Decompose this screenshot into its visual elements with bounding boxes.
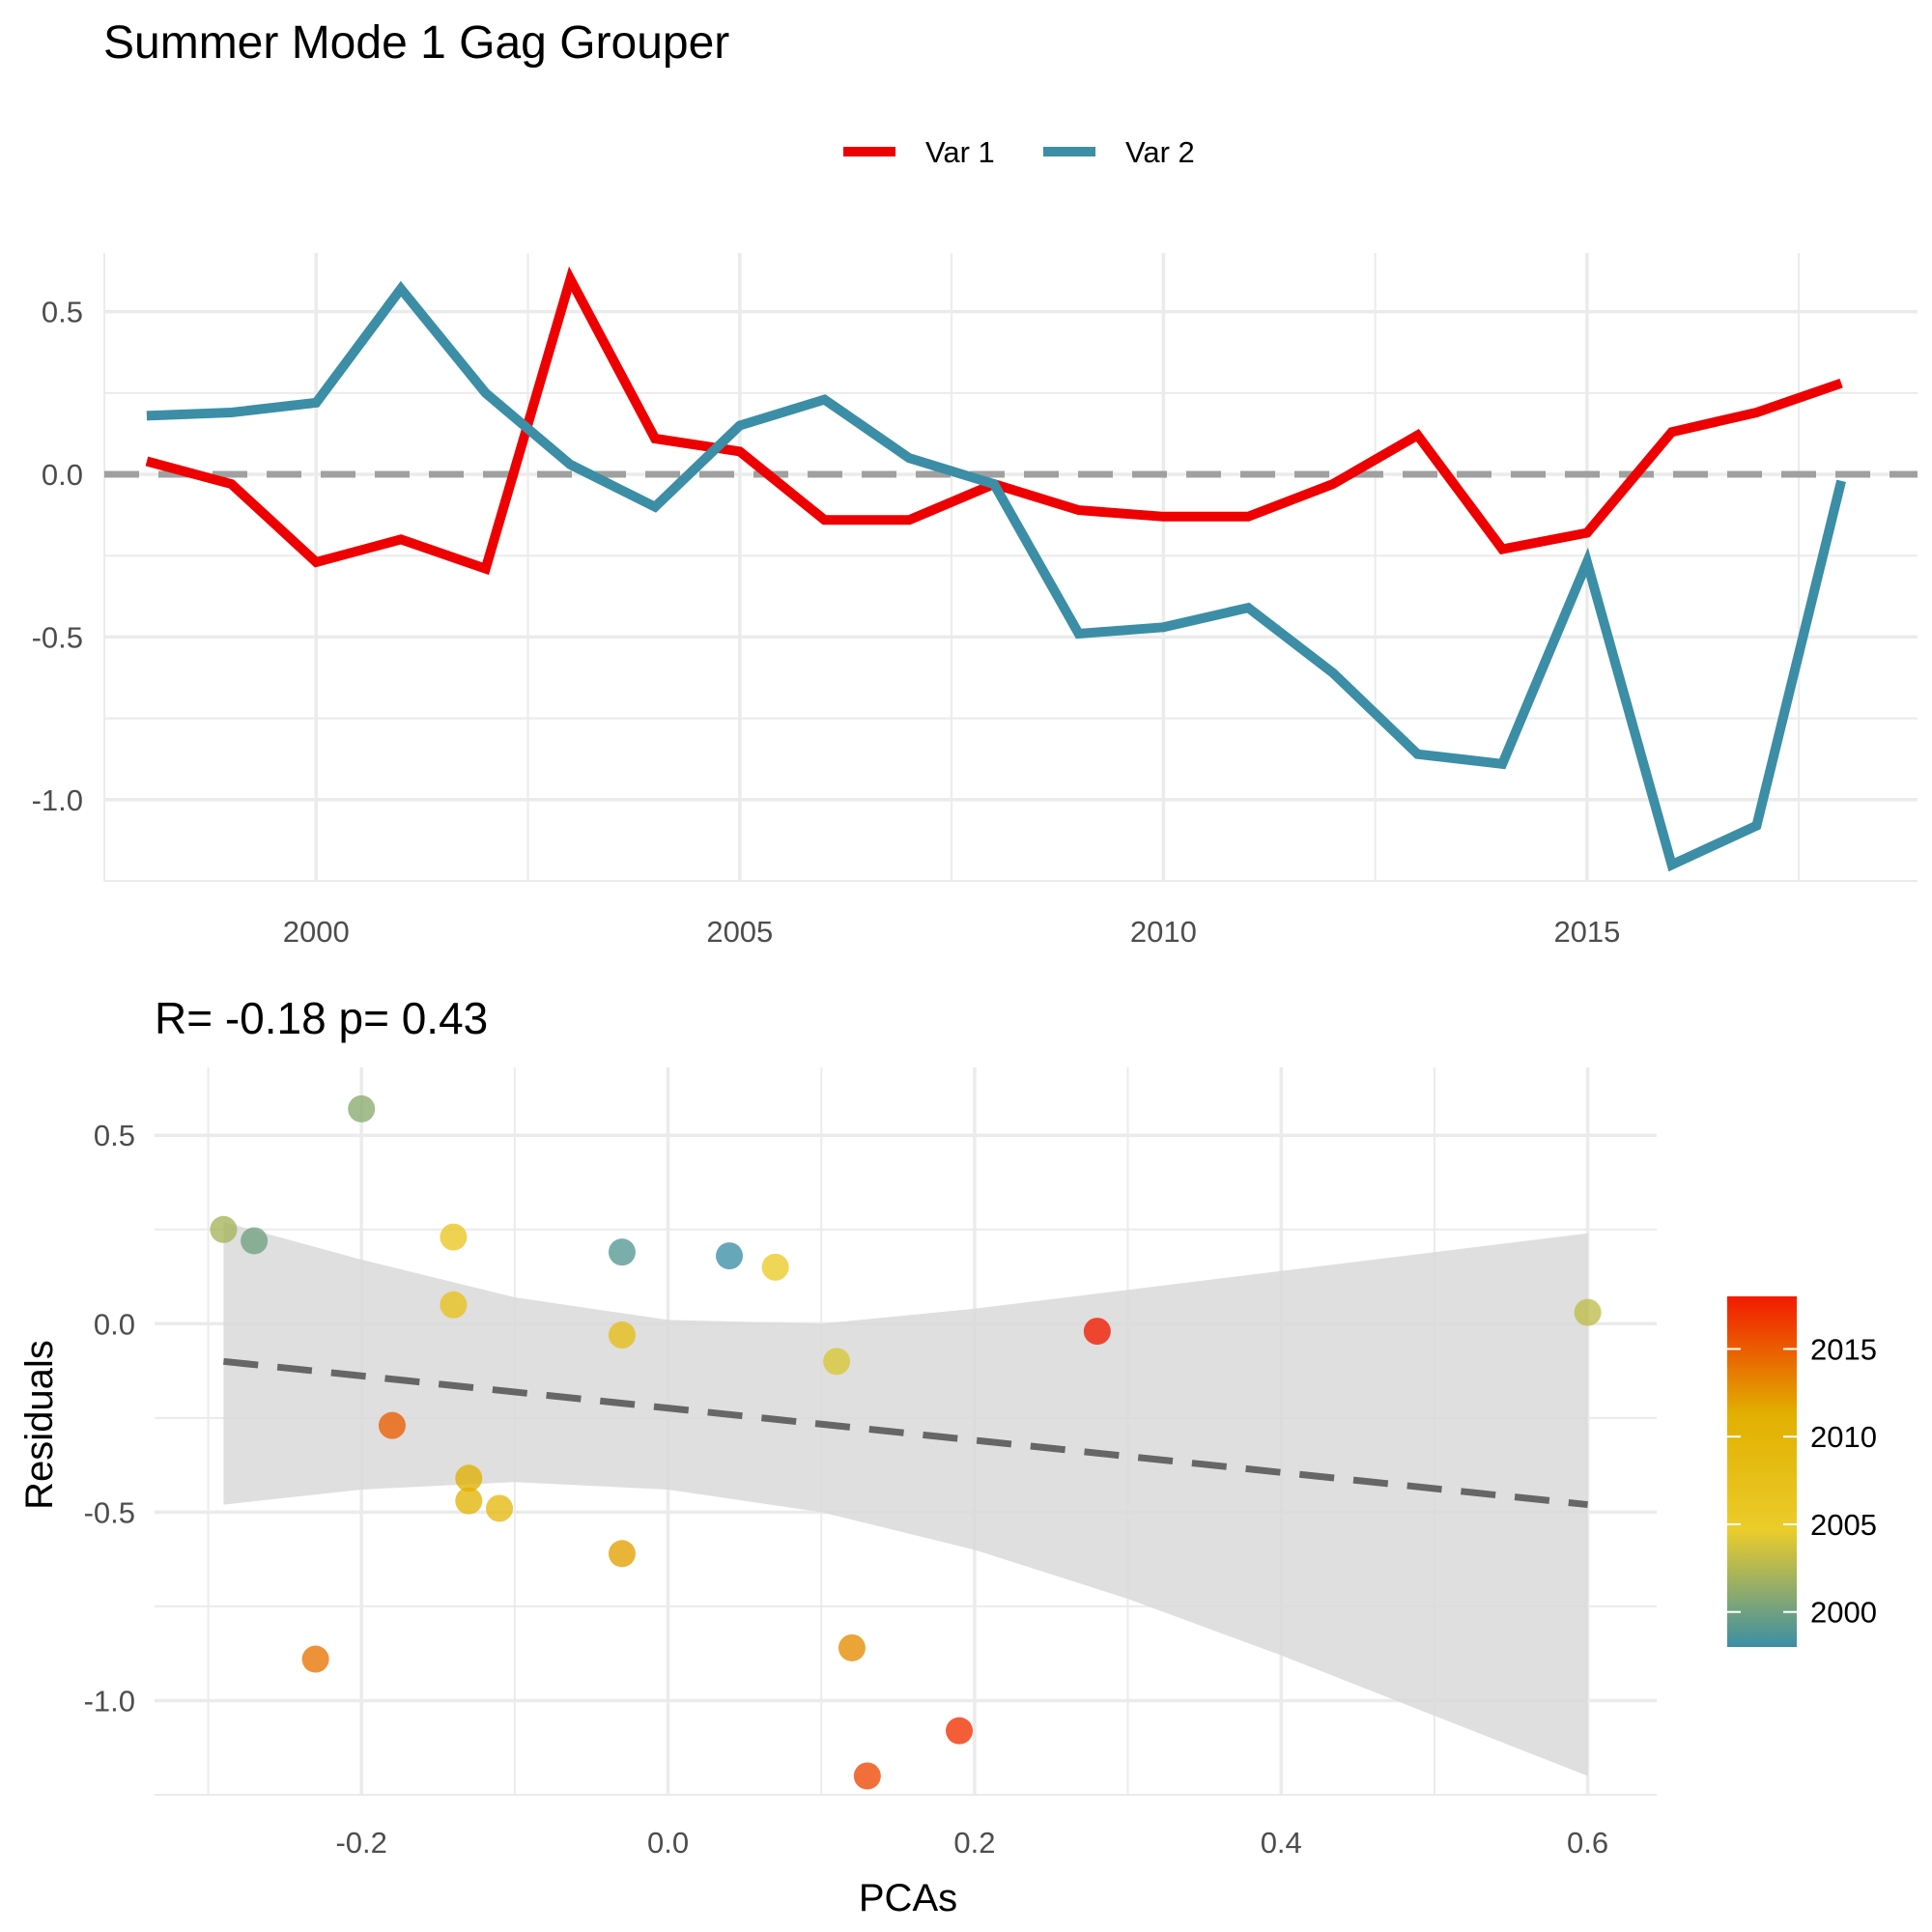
scatter-point [823, 1348, 851, 1376]
scatter-panel: -0.2 0.0 0.2 0.4 0.6 0.5 0.0 -0.5 -1.0 [84, 1067, 1657, 1860]
legend: Var 1 Var 2 [843, 135, 1195, 169]
scatter-point [455, 1487, 483, 1515]
y-tick-label: -1.0 [84, 1684, 135, 1718]
regression-line [223, 1357, 1588, 1509]
x-tick-label: -0.2 [335, 1826, 386, 1860]
scatter-point [761, 1253, 789, 1281]
scatter-point [378, 1411, 406, 1439]
scatter-point [348, 1094, 376, 1122]
x-axis-label: PCAs [859, 1877, 957, 1919]
time-series-y-ticks: 0.5 0.0 -0.5 -1.0 [32, 296, 83, 817]
figure-title: Summer Mode 1 Gag Grouper [103, 17, 729, 69]
colorbar: 2000 2005 2010 2015 [1727, 1296, 1877, 1647]
y-tick-label: 0.5 [94, 1119, 135, 1152]
x-tick-label: 0.2 [953, 1826, 995, 1860]
x-tick-label: 2015 [1553, 915, 1620, 949]
y-tick-label: 0.0 [94, 1307, 135, 1341]
scatter-point [301, 1645, 329, 1673]
colorbar-tick-label: 2010 [1810, 1420, 1877, 1454]
scatter-point [210, 1215, 238, 1243]
colorbar-tick-label: 2015 [1810, 1332, 1877, 1366]
scatter-point [608, 1321, 636, 1350]
series-line-var2 [146, 280, 1846, 872]
y-tick-label: -1.0 [32, 783, 83, 817]
scatter-point [486, 1494, 514, 1522]
time-series-x-ticks: 2000 2005 2010 2015 [283, 915, 1621, 949]
scatter-point [1574, 1298, 1602, 1326]
scatter-point [946, 1717, 974, 1745]
scatter-point [853, 1762, 881, 1790]
confidence-band [223, 1222, 1588, 1776]
x-tick-label: 2005 [706, 915, 773, 949]
confidence-band-area [223, 1222, 1588, 1776]
scatter-point [838, 1634, 866, 1662]
regression-dashed-line [223, 1357, 1588, 1509]
y-axis-label: Residuals [18, 1340, 61, 1510]
scatter-point [440, 1291, 468, 1319]
legend-label-var1: Var 1 [925, 135, 995, 169]
scatter-title: R= -0.18 p= 0.43 [155, 993, 488, 1043]
scatter-point [241, 1227, 269, 1255]
scatter-point [608, 1238, 636, 1266]
scatter-x-ticks: -0.2 0.0 0.2 0.4 0.6 [335, 1826, 1608, 1860]
scatter-point [1083, 1318, 1111, 1346]
scatter-point [455, 1464, 483, 1492]
scatter-point [440, 1223, 468, 1251]
scatter-y-ticks: 0.5 0.0 -0.5 -1.0 [84, 1119, 135, 1718]
y-tick-label: -0.5 [32, 620, 83, 654]
scatter-point [608, 1540, 636, 1568]
y-tick-label: 0.5 [42, 296, 83, 329]
y-tick-label: -0.5 [84, 1495, 135, 1529]
y-tick-label: 0.0 [42, 458, 83, 492]
colorbar-tick-label: 2000 [1810, 1596, 1877, 1630]
x-tick-label: 2000 [283, 915, 350, 949]
x-tick-label: 2010 [1130, 915, 1197, 949]
colorbar-tick-label: 2005 [1810, 1508, 1877, 1542]
scatter-points [210, 1094, 1602, 1790]
x-tick-label: 0.4 [1261, 1826, 1302, 1860]
x-tick-label: 0.6 [1567, 1826, 1608, 1860]
x-tick-label: 0.0 [647, 1826, 689, 1860]
time-series-panel: 2000 2005 2010 2015 0.5 0.0 -0.5 -1.0 [32, 253, 1918, 949]
time-series-lines [145, 266, 1846, 872]
colorbar-gradient [1727, 1296, 1797, 1647]
scatter-point [716, 1242, 744, 1270]
time-series-grid [103, 253, 1918, 882]
legend-label-var2: Var 2 [1125, 135, 1195, 169]
